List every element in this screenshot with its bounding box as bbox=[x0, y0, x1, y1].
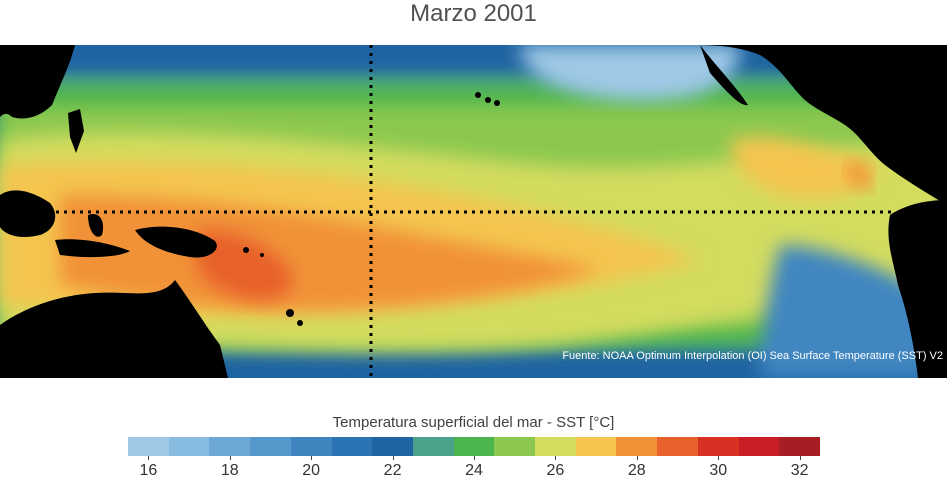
colorbar-tick-mark bbox=[718, 456, 720, 460]
colorbar-tick-mark bbox=[474, 456, 475, 460]
sst-field bbox=[0, 45, 947, 378]
colorbar-tick-label: 24 bbox=[465, 462, 483, 479]
colorbar-swatch bbox=[657, 437, 698, 456]
colorbar-swatch bbox=[575, 437, 617, 456]
colorbar-tick-label: 26 bbox=[546, 462, 565, 479]
colorbar-swatch bbox=[779, 437, 820, 456]
colorbar-swatch bbox=[697, 437, 739, 456]
colorbar-tick-mark bbox=[148, 456, 150, 460]
colorbar-tick-mark bbox=[555, 456, 557, 460]
colorbar-swatch bbox=[250, 437, 291, 456]
map-title: Marzo 2001 bbox=[410, 0, 537, 27]
colorbar-swatch bbox=[290, 437, 332, 456]
colorbar-swatch bbox=[128, 437, 169, 456]
colorbar-tick-label: 18 bbox=[220, 462, 239, 479]
colorbar-tick-label: 20 bbox=[302, 462, 321, 479]
colorbar-title: Temperatura superficial del mar - SST [°… bbox=[332, 414, 615, 431]
colorbar-swatch bbox=[738, 437, 780, 456]
colorbar-tick-mark bbox=[229, 456, 231, 460]
colorbar-swatch bbox=[372, 437, 413, 456]
colorbar-swatch bbox=[535, 437, 576, 456]
colorbar-tick-label: 22 bbox=[383, 462, 402, 479]
colorbar-tick-mark bbox=[392, 456, 394, 460]
land-masses bbox=[0, 45, 947, 378]
colorbar-swatch bbox=[494, 437, 536, 456]
colorbar-tick-label: 30 bbox=[709, 462, 728, 479]
colorbar-swatch bbox=[616, 437, 658, 456]
colorbar-tick-mark bbox=[799, 456, 801, 460]
colorbar-swatch bbox=[331, 437, 373, 456]
colorbar-tick-label: 16 bbox=[139, 462, 158, 479]
colorbar bbox=[128, 437, 820, 456]
colorbar-swatch bbox=[209, 437, 251, 456]
sst-map bbox=[0, 45, 947, 378]
colorbar-tick-label: 28 bbox=[627, 462, 646, 479]
colorbar-ticks: 16 18 20 22 24 26 28 30 32 bbox=[128, 456, 820, 480]
colorbar-swatch bbox=[168, 437, 210, 456]
colorbar-tick-mark bbox=[311, 456, 313, 460]
colorbar-tick-label: 32 bbox=[790, 462, 809, 479]
colorbar-swatch bbox=[453, 437, 495, 456]
colorbar-tick-mark bbox=[636, 456, 638, 460]
source-credit: Fuente: NOAA Optimum Interpolation (OI) … bbox=[562, 350, 943, 362]
colorbar-swatch bbox=[412, 437, 454, 456]
